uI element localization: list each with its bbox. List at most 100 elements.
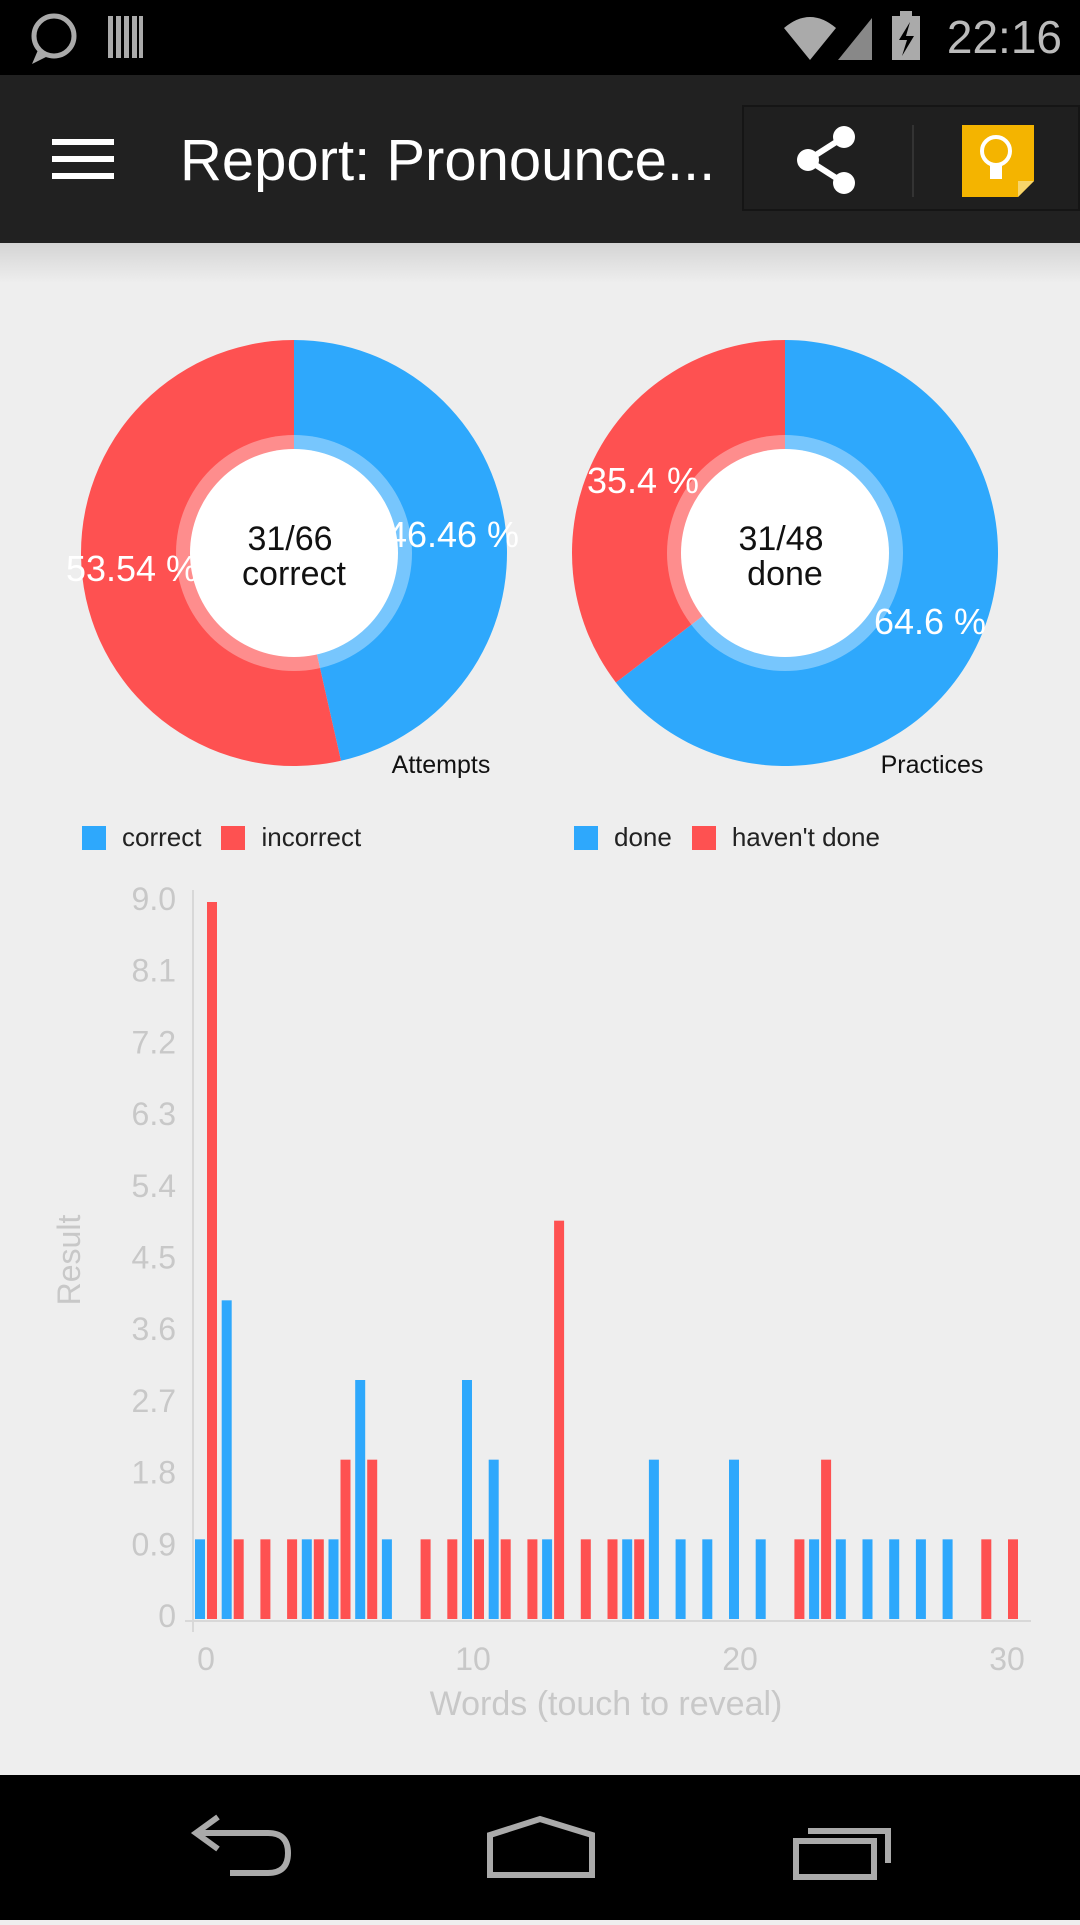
bar-blue-27[interactable] [915, 1539, 926, 1619]
bar-blue-26[interactable] [889, 1539, 900, 1619]
legend-swatch-done [574, 825, 598, 850]
legend-label-havent-done: haven't done [731, 822, 880, 852]
bar-blue-10[interactable] [462, 1380, 472, 1619]
action-group [742, 105, 1080, 211]
bar-red-0[interactable] [207, 902, 217, 1619]
bar-blue-16[interactable] [622, 1539, 633, 1619]
bar-red-2[interactable] [260, 1539, 271, 1619]
wifi-icon [784, 17, 836, 60]
pie-slice-label: 35.4 % [587, 460, 699, 501]
bar-red-6[interactable] [367, 1459, 378, 1619]
bar-blue-11[interactable] [488, 1459, 499, 1619]
bar-blue-24[interactable] [835, 1539, 846, 1619]
bar-blue-4[interactable] [301, 1539, 312, 1619]
page-title: Report: Pronounce... [180, 128, 716, 193]
pie-title: Attempts [392, 751, 491, 779]
pie-slice-label: 64.6 % [874, 601, 986, 642]
notification-icons [31, 13, 143, 64]
share-icon[interactable] [792, 125, 862, 195]
bar-red-1[interactable] [233, 1539, 244, 1619]
pie-center-value: 31/48 [738, 520, 823, 558]
bar-blue-6[interactable] [355, 1380, 366, 1619]
x-tick-label: 30 [989, 1641, 1025, 1677]
pie-center-label: correct [242, 555, 346, 593]
whatsapp-icon [31, 13, 77, 64]
appbar-shadow [0, 243, 1080, 283]
bar-blue-19[interactable] [702, 1539, 713, 1619]
pie-center-label: done [747, 555, 823, 593]
bar-blue-13[interactable] [542, 1539, 553, 1619]
status-bar: 22:16 [0, 0, 1080, 75]
y-tick-label: 0 [158, 1598, 176, 1634]
x-axis-title: Words (touch to reveal) [430, 1685, 783, 1723]
bar-red-5[interactable] [340, 1459, 351, 1619]
pie-slice-haven-t-done [572, 339, 785, 683]
y-tick-label: 6.3 [132, 1096, 176, 1132]
divider [912, 125, 914, 197]
y-tick-label: 5.4 [132, 1168, 176, 1204]
bar-red-11[interactable] [500, 1539, 511, 1619]
legend-label-correct: correct [122, 822, 202, 852]
bar-red-23[interactable] [821, 1459, 832, 1619]
bar-red-12[interactable] [527, 1539, 538, 1619]
legend-swatch-incorrect [221, 825, 246, 850]
legend-attempts: correct incorrect [82, 822, 381, 853]
pie-hole [190, 449, 398, 657]
bar-red-9[interactable] [447, 1539, 458, 1619]
y-axis-title: Result [51, 1215, 87, 1306]
y-tick-label: 7.2 [132, 1024, 176, 1060]
legend-practices: done haven't done [574, 822, 900, 853]
y-tick-label: 0.9 [132, 1526, 176, 1562]
pie-slice-label: 53.54 % [66, 548, 198, 589]
pie-title: Practices [881, 751, 984, 779]
bar-blue-23[interactable] [809, 1539, 820, 1619]
bar-blue-28[interactable] [942, 1539, 953, 1619]
bar-red-3[interactable] [287, 1539, 298, 1619]
bar-blue-18[interactable] [675, 1539, 686, 1619]
bar-chart[interactable]: 0 0.9 1.8 2.7 3.6 4.5 5.4 6.3 7.2 8.1 9.0 0 10 20 30 Wo… [0, 870, 1080, 1740]
bar-blue-1[interactable] [221, 1300, 232, 1619]
bar-red-13[interactable] [554, 1220, 565, 1619]
navigation-bar [0, 1775, 1080, 1920]
y-tick-label: 9.0 [132, 881, 176, 917]
y-tick-label: 8.1 [132, 953, 176, 989]
bar-blue-21[interactable] [755, 1539, 766, 1619]
x-tick-label: 20 [722, 1641, 758, 1677]
bar-blue-0[interactable] [195, 1539, 205, 1619]
system-icons [784, 11, 920, 60]
bar-red-8[interactable] [420, 1539, 431, 1619]
bar-red-30[interactable] [1008, 1539, 1018, 1619]
pie-hole [681, 449, 889, 657]
legend-swatch-havent-done [691, 825, 716, 850]
lightbulb-icon[interactable] [958, 121, 1038, 201]
signal-icon [838, 18, 872, 60]
legend-swatch-correct [82, 825, 106, 850]
home-icon[interactable] [487, 1815, 595, 1878]
x-tick-label: 0 [197, 1641, 215, 1677]
recents-icon[interactable] [793, 1828, 891, 1880]
battery-charging-icon [892, 11, 920, 60]
bar-red-16[interactable] [634, 1539, 645, 1619]
back-icon[interactable] [190, 1814, 292, 1876]
barcode-icon [108, 16, 143, 58]
bar-blue-17[interactable] [648, 1459, 659, 1619]
bar-red-15[interactable] [607, 1539, 618, 1619]
bar-red-29[interactable] [981, 1539, 992, 1619]
legend-label-incorrect: incorrect [261, 822, 362, 852]
hamburger-menu-icon[interactable] [52, 139, 116, 183]
bar-blue-25[interactable] [862, 1539, 873, 1619]
clock: 22:16 [946, 11, 1062, 63]
y-tick-label: 3.6 [132, 1311, 176, 1347]
bar-blue-20[interactable] [729, 1459, 739, 1619]
bar-red-10[interactable] [474, 1539, 484, 1619]
bar-red-22[interactable] [794, 1539, 805, 1619]
bar-red-4[interactable] [313, 1539, 324, 1619]
pie-center-value: 31/66 [247, 520, 332, 558]
bar-blue-5[interactable] [328, 1539, 339, 1619]
bar-red-14[interactable] [580, 1539, 591, 1619]
pie-slice-label: 46.46 % [387, 514, 519, 555]
bar-blue-7[interactable] [381, 1539, 392, 1619]
legend-label-done: done [614, 822, 672, 852]
pie-slice-correct [294, 340, 507, 761]
